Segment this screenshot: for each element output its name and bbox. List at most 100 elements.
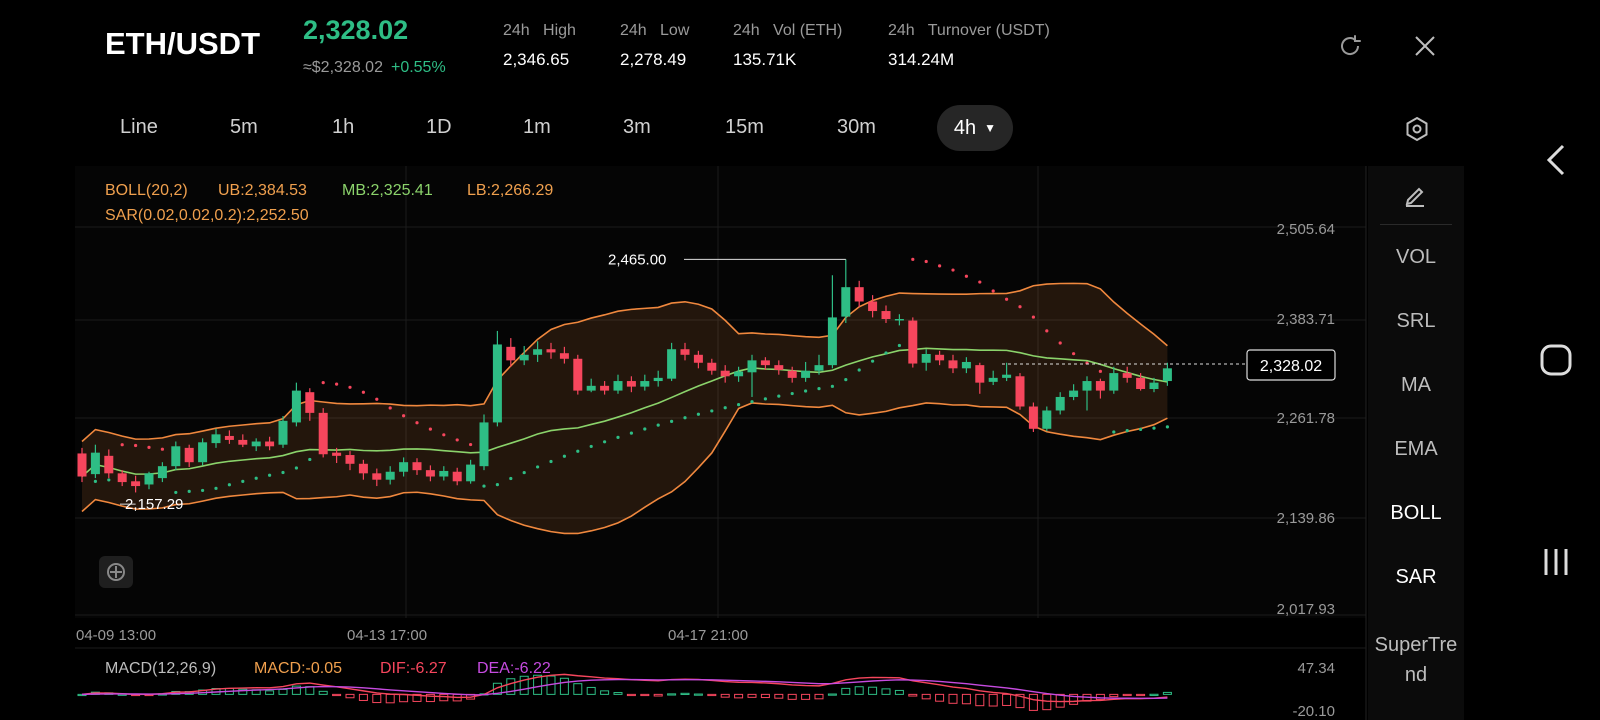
candle-body [345, 455, 355, 464]
indicator-sar[interactable]: SAR [1395, 566, 1437, 588]
tab-15m[interactable]: 15m [725, 116, 764, 138]
candle-body [787, 370, 797, 378]
sar-dot-22 [375, 397, 379, 401]
sar-dot-49 [737, 403, 741, 407]
macd-bar-52 [774, 693, 784, 699]
macd-bar-53 [787, 693, 797, 700]
candle-21 [358, 459, 368, 480]
candle-body [975, 365, 985, 383]
macd-bar-77 [1109, 693, 1119, 698]
candle-body [1069, 390, 1079, 397]
tab-4h-dropdown[interactable]: 4h ▼ [937, 105, 1013, 151]
candle-10 [211, 428, 221, 448]
tab-3m[interactable]: 3m [623, 116, 651, 138]
stat-turnover-value: 314.24M [888, 50, 955, 69]
macd-bar-67 [975, 693, 985, 707]
sar-dot-64 [938, 264, 942, 268]
sar-dot-19 [335, 382, 339, 386]
sar-dot-40 [616, 435, 620, 439]
sar-label: SAR(0.02,0.02,0.2):2,252.50 [105, 207, 309, 224]
sar-dot-34 [536, 465, 540, 469]
back-nav-icon[interactable] [1536, 140, 1576, 180]
candle-59 [868, 295, 878, 318]
sar-dot-35 [549, 459, 553, 464]
candle-23 [385, 466, 395, 485]
candle-body [613, 381, 623, 391]
candle-79 [1136, 373, 1146, 391]
candle-body [291, 390, 301, 423]
macd-bar-18 [318, 690, 328, 695]
candle-6 [157, 462, 167, 483]
indicator-supertrend[interactable]: SuperTre nd [1374, 634, 1458, 686]
candle-3 [117, 470, 127, 487]
sar-dot-72 [1045, 329, 1049, 333]
sar-dot-8 [187, 489, 191, 494]
candle-48 [720, 365, 730, 383]
macd-bar-44 [667, 693, 677, 696]
current-price-label: 2,328.02 [1260, 358, 1322, 375]
macd-bar-16 [291, 685, 301, 695]
macd-bar-48 [720, 693, 730, 698]
home-nav-icon[interactable] [1536, 340, 1576, 380]
recents-nav-icon[interactable] [1536, 542, 1576, 582]
macd-bar-25 [412, 693, 422, 702]
refresh-icon[interactable] [1336, 32, 1364, 60]
candle-body [117, 473, 127, 483]
chart-background [75, 166, 1366, 618]
candle-body [1015, 376, 1025, 407]
candle-78 [1122, 366, 1132, 383]
pencil-icon[interactable] [1402, 182, 1428, 213]
macd-bar-50 [747, 693, 757, 698]
x-tick-1: 04-09 13:00 [76, 627, 156, 644]
candle-24 [399, 457, 409, 477]
indicator-ma[interactable]: MA [1401, 374, 1431, 396]
sar-dot-5 [147, 445, 151, 449]
caret-down-icon: ▼ [984, 121, 997, 135]
tab-30m[interactable]: 30m [837, 116, 876, 138]
candle-body [1136, 377, 1146, 390]
settings-icon[interactable] [1403, 115, 1431, 143]
tab-5m[interactable]: 5m [230, 116, 258, 138]
candle-52 [774, 360, 784, 375]
candle-0 [77, 447, 87, 483]
candle-29 [466, 459, 476, 484]
candle-54 [801, 361, 811, 382]
macd-bar-23 [385, 693, 395, 704]
indicator-boll[interactable]: BOLL [1390, 502, 1442, 524]
indicator-ema[interactable]: EMA [1394, 438, 1438, 460]
sar-dot-9 [201, 488, 205, 493]
sar-dot-17 [308, 457, 312, 462]
candle-body [466, 464, 476, 482]
candle-32 [506, 338, 516, 367]
candle-62 [908, 317, 918, 368]
sar-dot-45 [683, 416, 687, 420]
tab-1d[interactable]: 1D [426, 116, 452, 138]
candle-body [881, 311, 891, 319]
close-icon[interactable] [1411, 32, 1439, 60]
candle-body [399, 462, 409, 472]
candle-body [961, 361, 971, 369]
ub-label: UB:2,384.53 [218, 182, 307, 199]
candle-4 [131, 475, 141, 493]
sar-dot-79 [1139, 427, 1143, 431]
tab-line[interactable]: Line [120, 116, 158, 138]
candle-67 [975, 362, 985, 394]
band-fill [82, 283, 1168, 534]
sar-dot-61 [897, 343, 902, 348]
candle-63 [921, 349, 931, 371]
indicator-srl[interactable]: SRL [1396, 310, 1436, 332]
sar-dot-41 [629, 431, 634, 435]
candle-64 [935, 350, 945, 366]
candle-61 [894, 314, 904, 326]
tab-1h[interactable]: 1h [332, 116, 355, 138]
candle-body [626, 381, 636, 387]
sar-dot-20 [348, 385, 352, 389]
sar-dot-44 [670, 419, 674, 423]
sar-dot-25 [415, 421, 419, 425]
sar-dot-39 [603, 440, 607, 444]
indicator-vol[interactable]: VOL [1395, 246, 1437, 268]
tab-1m[interactable]: 1m [523, 116, 551, 138]
candle-20 [345, 451, 355, 471]
pair-title: ETH/USDT [105, 26, 260, 61]
